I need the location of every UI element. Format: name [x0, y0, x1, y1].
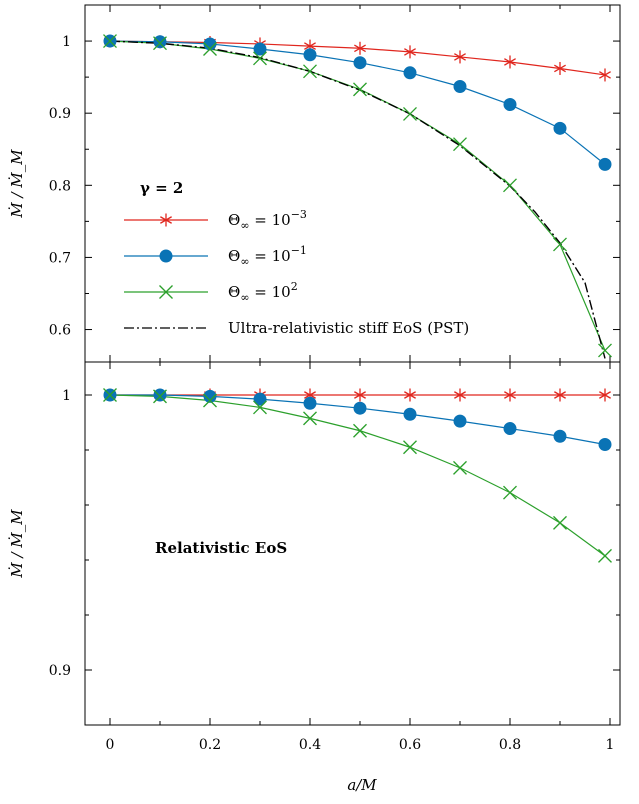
data-point	[303, 64, 317, 79]
data-point	[599, 388, 611, 402]
legend-marker	[159, 249, 173, 263]
data-point	[404, 388, 416, 402]
x-axis-label: a/M	[347, 776, 377, 794]
data-point	[253, 400, 267, 415]
y-tick-label: 0.9	[49, 106, 71, 122]
legend-entry: Θ∞ = 10−1	[124, 244, 307, 268]
data-point	[453, 79, 467, 93]
y-tick-label: 0.6	[49, 323, 71, 339]
data-point	[153, 388, 167, 402]
data-point	[253, 51, 267, 66]
data-point	[303, 396, 317, 410]
x-tick-label: 1	[606, 737, 615, 753]
data-point	[503, 422, 517, 436]
data-point	[253, 392, 267, 406]
data-point	[503, 98, 517, 112]
data-point	[153, 389, 167, 404]
data-point	[598, 548, 612, 563]
data-point	[153, 36, 167, 51]
x-tick-label: 0.2	[199, 737, 221, 753]
legend-entry: Ultra-relativistic stiff EoS (PST)	[124, 319, 469, 337]
data-point	[403, 106, 417, 121]
x-tick-label: 0	[106, 737, 115, 753]
data-point	[599, 68, 611, 82]
data-point	[453, 414, 467, 428]
data-point	[103, 388, 117, 402]
data-point	[353, 423, 367, 438]
y-axis-label: Ṁ / Ṁ_M	[8, 509, 26, 579]
data-point	[203, 37, 217, 51]
data-point	[553, 237, 567, 252]
y-tick-label: 0.8	[49, 178, 71, 194]
data-point	[403, 66, 417, 80]
data-point	[503, 178, 517, 193]
legend-label: Ultra-relativistic stiff EoS (PST)	[228, 319, 469, 337]
legend-marker	[160, 213, 172, 227]
data-point	[404, 45, 416, 59]
data-point	[503, 485, 517, 500]
data-point	[403, 440, 417, 455]
data-point	[553, 515, 567, 530]
data-point	[554, 61, 566, 75]
data-point	[454, 50, 466, 64]
data-point	[303, 411, 317, 426]
data-point	[553, 121, 567, 135]
bottom-panel: 0.9 1 0 0.2 0.4 0.6 0.8 1 Ṁ / Ṁ_M Relativistic Eo…	[8, 361, 621, 753]
top-panel: 0.6 0.7 0.8 0.9 1 Ṁ / Ṁ_M γ = 2 Θ∞ = 10−3 Θ∞ = 1…	[8, 4, 621, 363]
panel-annotation: Relativistic EoS	[155, 539, 287, 557]
data-point	[453, 137, 467, 152]
data-point	[353, 401, 367, 415]
data-point	[253, 42, 267, 56]
data-point	[103, 34, 117, 49]
data-point	[354, 388, 366, 402]
data-point	[598, 438, 612, 451]
plot-area	[109, 394, 606, 557]
series-line	[109, 40, 606, 359]
plot-frame	[84, 361, 621, 726]
legend-marker	[159, 285, 173, 299]
data-point	[553, 429, 567, 443]
data-point	[353, 56, 367, 70]
data-point	[203, 393, 217, 408]
legend-label: Θ∞ = 10−3	[228, 208, 307, 232]
data-point	[453, 460, 467, 475]
data-point	[504, 388, 516, 402]
plot-area	[109, 40, 606, 359]
data-point	[554, 388, 566, 402]
data-point	[454, 388, 466, 402]
data-point	[598, 157, 612, 171]
legend-label: Θ∞ = 102	[228, 280, 298, 304]
data-point	[403, 407, 417, 421]
x-tick-label: 0.8	[499, 737, 521, 753]
y-tick-label: 0.7	[49, 250, 71, 266]
data-point	[303, 48, 317, 62]
y-tick-label: 1	[62, 34, 71, 50]
series-line	[109, 394, 606, 557]
y-axis-label: Ṁ / Ṁ_M	[8, 149, 26, 219]
legend-entry: Θ∞ = 10−3	[124, 208, 307, 232]
data-point	[504, 55, 516, 69]
data-point	[598, 343, 612, 358]
legend-label: Θ∞ = 10−1	[228, 244, 307, 268]
data-point	[354, 41, 366, 55]
x-tick-label: 0.4	[299, 737, 321, 753]
x-tick-label: 0.6	[399, 737, 421, 753]
panel-annotation: γ = 2	[140, 179, 183, 197]
data-point	[203, 389, 217, 403]
data-point	[353, 82, 367, 97]
y-tick-label: 0.9	[49, 663, 71, 679]
data-point	[203, 42, 217, 56]
data-point	[153, 35, 167, 49]
legend-entry: Θ∞ = 102	[124, 280, 298, 304]
y-tick-label: 1	[62, 388, 71, 404]
